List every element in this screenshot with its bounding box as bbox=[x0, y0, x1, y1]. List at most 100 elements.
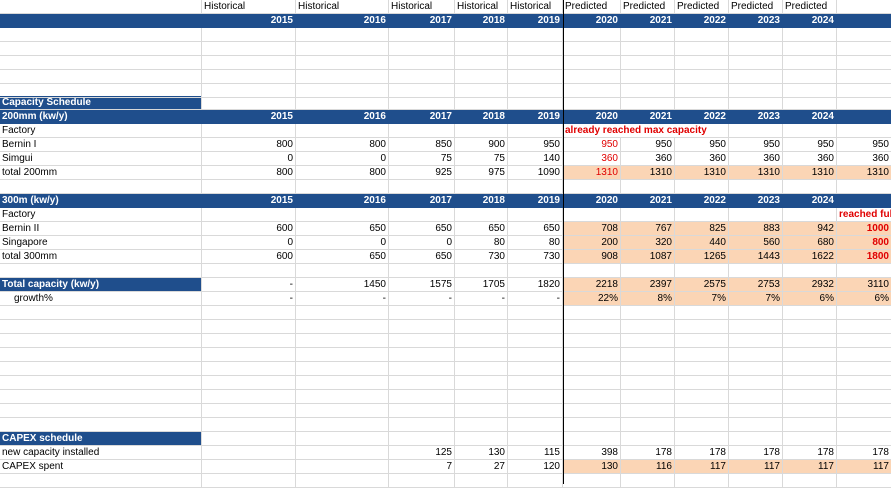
cell[interactable] bbox=[837, 96, 891, 110]
row-label[interactable]: Singapore bbox=[0, 236, 202, 250]
cell[interactable] bbox=[729, 418, 783, 432]
value-cell[interactable]: 1310 bbox=[783, 166, 837, 180]
cell[interactable] bbox=[621, 180, 675, 194]
cell[interactable] bbox=[729, 362, 783, 376]
cell[interactable] bbox=[729, 348, 783, 362]
cell[interactable] bbox=[296, 42, 389, 56]
value-cell[interactable]: 1705 bbox=[455, 278, 508, 292]
value-cell[interactable]: 0 bbox=[296, 236, 389, 250]
value-cell[interactable]: 1443 bbox=[729, 250, 783, 264]
cell[interactable] bbox=[202, 334, 296, 348]
value-cell[interactable] bbox=[202, 460, 296, 474]
value-cell[interactable]: 117 bbox=[837, 460, 891, 474]
cell[interactable] bbox=[563, 180, 621, 194]
period-label[interactable]: Predicted bbox=[729, 0, 783, 14]
period-label[interactable]: Predicted bbox=[563, 0, 621, 14]
value-cell[interactable]: 800 bbox=[296, 138, 389, 152]
value-cell[interactable]: 950 bbox=[563, 138, 621, 152]
value-cell[interactable]: 22% bbox=[563, 292, 621, 306]
cell[interactable] bbox=[455, 418, 508, 432]
cell[interactable] bbox=[455, 390, 508, 404]
cell[interactable] bbox=[621, 362, 675, 376]
value-cell[interactable]: 178 bbox=[675, 446, 729, 460]
period-label[interactable]: Historical bbox=[508, 0, 563, 14]
cell[interactable] bbox=[783, 362, 837, 376]
cell[interactable] bbox=[675, 84, 729, 98]
cell[interactable] bbox=[455, 70, 508, 84]
cell[interactable] bbox=[837, 320, 891, 334]
year-header[interactable]: 2015 bbox=[202, 110, 296, 124]
cell[interactable] bbox=[455, 474, 508, 488]
cell[interactable] bbox=[563, 84, 621, 98]
cell[interactable] bbox=[296, 404, 389, 418]
cell[interactable] bbox=[563, 42, 621, 56]
cell[interactable] bbox=[455, 42, 508, 56]
cell[interactable] bbox=[508, 96, 563, 110]
value-cell[interactable]: 767 bbox=[621, 222, 675, 236]
value-cell[interactable]: 1090 bbox=[508, 166, 563, 180]
row-label[interactable] bbox=[0, 28, 202, 42]
cell[interactable] bbox=[675, 390, 729, 404]
cell[interactable] bbox=[563, 404, 621, 418]
cell[interactable] bbox=[783, 320, 837, 334]
value-cell[interactable]: - bbox=[202, 278, 296, 292]
cell[interactable] bbox=[675, 362, 729, 376]
cell[interactable] bbox=[455, 404, 508, 418]
cell[interactable] bbox=[455, 180, 508, 194]
row-label[interactable] bbox=[0, 404, 202, 418]
cell[interactable] bbox=[621, 28, 675, 42]
row-label[interactable]: Simgui bbox=[0, 152, 202, 166]
value-cell[interactable]: 1000 bbox=[837, 222, 891, 236]
value-cell[interactable]: - bbox=[508, 292, 563, 306]
value-cell[interactable]: 115 bbox=[508, 446, 563, 460]
cell[interactable] bbox=[455, 264, 508, 278]
cell[interactable] bbox=[455, 28, 508, 42]
value-cell[interactable]: 27 bbox=[455, 460, 508, 474]
cell[interactable] bbox=[202, 432, 296, 446]
value-cell[interactable]: 0 bbox=[202, 152, 296, 166]
cell[interactable] bbox=[508, 306, 563, 320]
year-header[interactable]: 2023 bbox=[729, 14, 783, 28]
cell[interactable] bbox=[508, 320, 563, 334]
value-cell[interactable]: 600 bbox=[202, 250, 296, 264]
cell[interactable] bbox=[563, 432, 621, 446]
cell[interactable] bbox=[202, 320, 296, 334]
cell[interactable] bbox=[508, 264, 563, 278]
value-cell[interactable]: 80 bbox=[508, 236, 563, 250]
cell[interactable] bbox=[202, 376, 296, 390]
cell[interactable] bbox=[621, 432, 675, 446]
cell[interactable] bbox=[202, 348, 296, 362]
cell[interactable] bbox=[508, 376, 563, 390]
cell[interactable] bbox=[675, 404, 729, 418]
cell[interactable] bbox=[455, 362, 508, 376]
cell[interactable] bbox=[389, 180, 455, 194]
row-label[interactable] bbox=[0, 474, 202, 488]
value-cell[interactable]: 650 bbox=[389, 250, 455, 264]
cell[interactable] bbox=[783, 42, 837, 56]
year-header[interactable]: 2018 bbox=[455, 110, 508, 124]
value-cell[interactable]: 178 bbox=[783, 446, 837, 460]
value-cell[interactable]: 950 bbox=[675, 138, 729, 152]
value-cell[interactable]: 2575 bbox=[675, 278, 729, 292]
value-cell[interactable]: 1310 bbox=[563, 166, 621, 180]
cell[interactable]: already reached max capacity bbox=[563, 124, 707, 138]
value-cell[interactable]: 925 bbox=[389, 166, 455, 180]
cell[interactable] bbox=[675, 208, 729, 222]
cell[interactable] bbox=[296, 28, 389, 42]
row-label[interactable]: total 200mm bbox=[0, 166, 202, 180]
cell[interactable] bbox=[389, 390, 455, 404]
value-cell[interactable]: 360 bbox=[621, 152, 675, 166]
cell[interactable] bbox=[783, 264, 837, 278]
cell[interactable] bbox=[563, 70, 621, 84]
value-cell[interactable]: 600 bbox=[202, 222, 296, 236]
cell[interactable] bbox=[296, 362, 389, 376]
cell[interactable] bbox=[783, 70, 837, 84]
year-header[interactable]: 2024 bbox=[783, 110, 837, 124]
cell[interactable] bbox=[563, 320, 621, 334]
value-cell[interactable]: 950 bbox=[508, 138, 563, 152]
cell[interactable] bbox=[729, 208, 783, 222]
period-label[interactable]: Historical bbox=[296, 0, 389, 14]
cell[interactable] bbox=[675, 306, 729, 320]
value-cell[interactable]: 1310 bbox=[621, 166, 675, 180]
cell[interactable] bbox=[389, 418, 455, 432]
